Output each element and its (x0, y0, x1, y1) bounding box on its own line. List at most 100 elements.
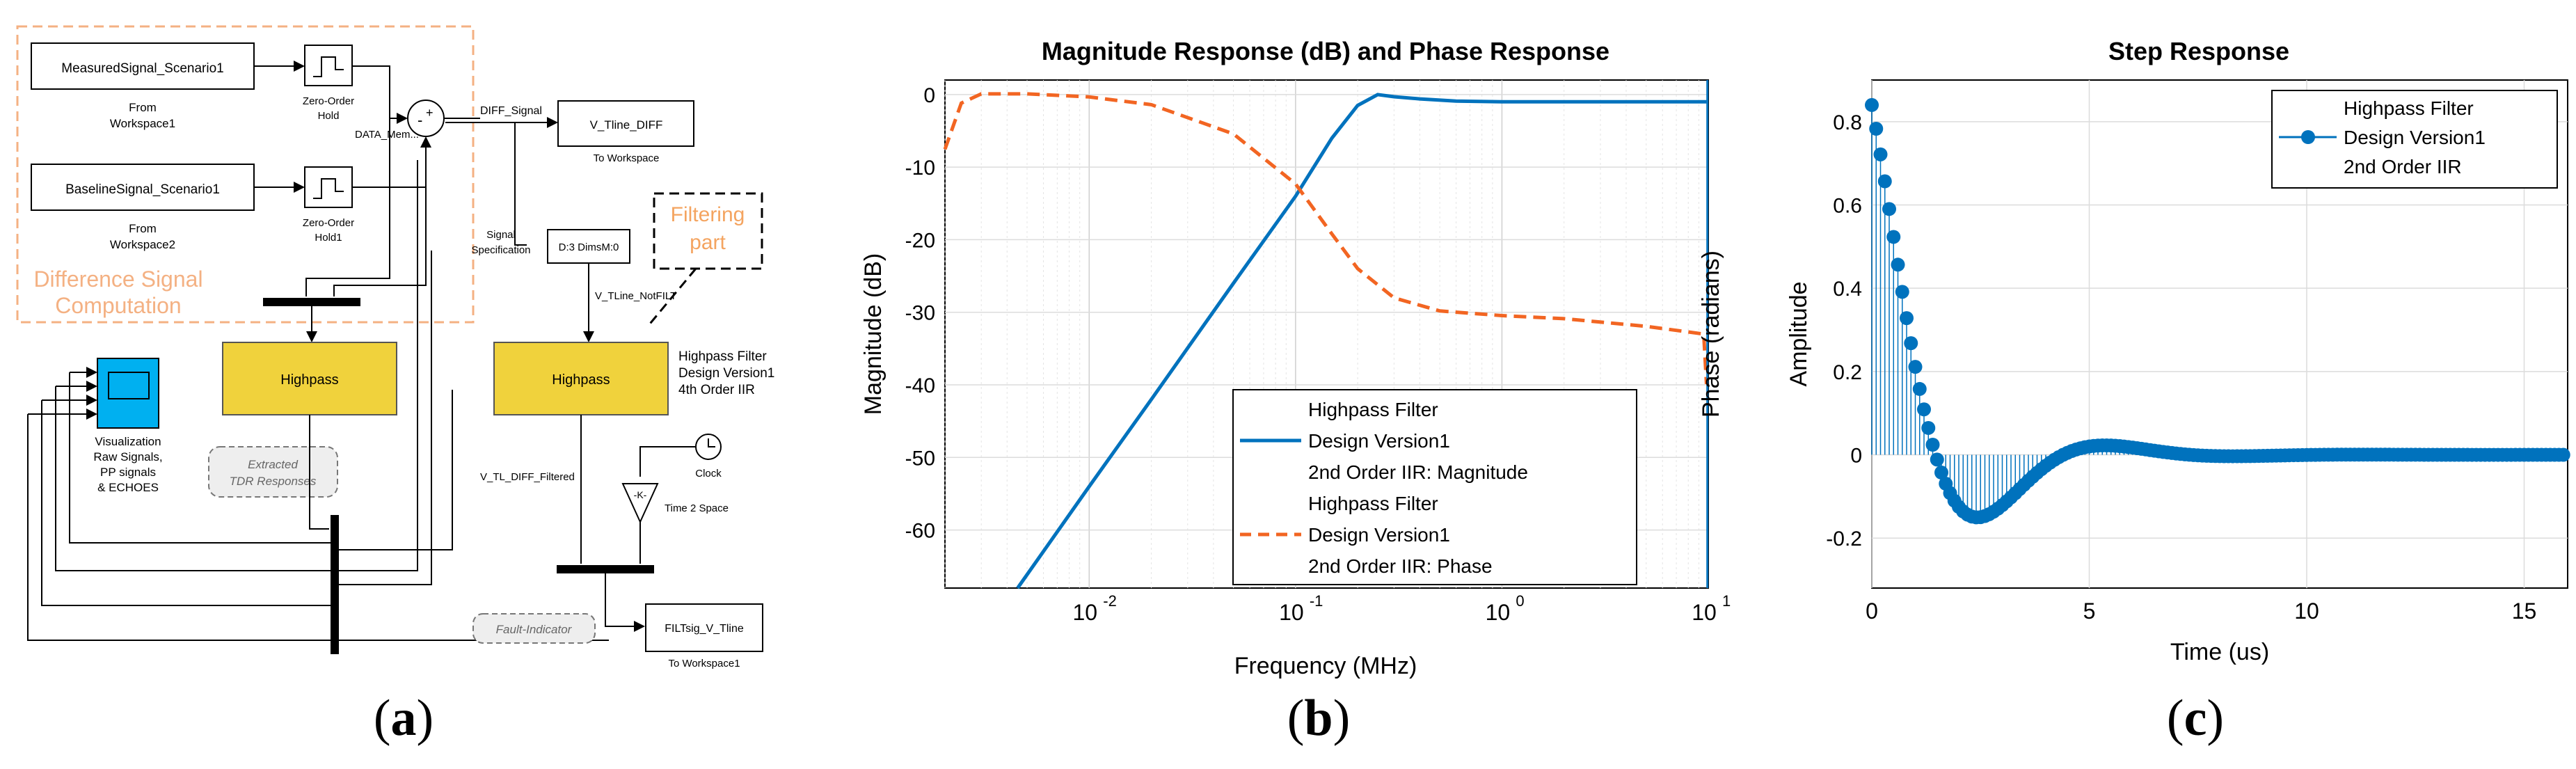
vtl-filtered-label: V_TL_DIFF_Filtered (480, 471, 575, 483)
chart-c-ytick-label: 0.8 (1833, 111, 1862, 134)
gain-block[interactable] (621, 483, 659, 524)
legend-b-4: Highpass Filter (1308, 493, 1438, 514)
difference-region (16, 25, 475, 324)
to-ws-diff-block[interactable] (557, 100, 694, 147)
mux2[interactable] (331, 515, 339, 579)
step-marker (1895, 285, 1909, 299)
source1-label-1: From (129, 101, 157, 114)
source2-label-1: From (129, 222, 157, 235)
source2-text: BaselineSignal_Scenario1 (65, 182, 220, 197)
time2space-label: Time 2 Space (665, 502, 729, 514)
step-marker (1869, 122, 1884, 136)
step-marker (1925, 437, 1940, 452)
source1-label-2: Workspace1 (110, 117, 175, 130)
chart-b-xtick-label: 10 (1279, 600, 1304, 625)
diff-signal-label: DIFF_Signal (480, 105, 542, 117)
source2-label-2: Workspace2 (110, 238, 175, 251)
highpass2-block[interactable] (493, 342, 669, 415)
mux4[interactable] (557, 565, 654, 573)
magnitude-series-line (1016, 93, 1707, 589)
zoh2-label-2: Hold1 (315, 232, 342, 244)
mux3[interactable] (331, 571, 339, 654)
zoh2-label-1: Zero-Order (303, 217, 354, 229)
extracted-label-2: TDR Responses (230, 475, 317, 488)
panel-b-magnitude-phase: Magnitude Response (dB) and Phase Respon… (856, 0, 1811, 682)
fault-label: Fault-Indicator (496, 623, 573, 636)
step-marker (1865, 97, 1879, 112)
chart-c-ytick-label: 0.2 (1833, 361, 1862, 384)
legend-b-3: 2nd Order IIR: Magnitude (1308, 461, 1528, 483)
step-marker (1908, 360, 1923, 374)
chart-b-ylabel: Magnitude (dB) (860, 253, 887, 415)
chart-b-ytick-label: -50 (905, 447, 935, 470)
signal-spec-label-2: Specification (471, 244, 530, 256)
viz-label-2: Raw Signals, (93, 450, 162, 463)
chart-c-xtick-label: 10 (2294, 598, 2319, 624)
chart-b-ytick-label: -10 (905, 157, 935, 180)
diff-region-label-1: Difference Signal (33, 267, 202, 292)
chart-b-ytick-label: -60 (905, 520, 935, 543)
scope-screen-icon (108, 372, 150, 399)
chart-c-legend: Highpass Filter Design Version1 2nd Orde… (2271, 90, 2558, 189)
chart-b-ylabel-right: Phase (radians) (1698, 251, 1724, 418)
phase-series-line (943, 92, 1708, 385)
chart-b-xtick-exponent: 1 (1722, 592, 1731, 610)
hp-note-3: 4th Order IIR (678, 383, 755, 397)
gain-label: -K- (634, 489, 647, 500)
chart-b-xtick-exponent: -2 (1103, 592, 1117, 610)
legend-c-3: 2nd Order IIR (2344, 156, 2462, 177)
legend-b-1: Highpass Filter (1308, 399, 1438, 420)
to-ws-diff-label: To Workspace (594, 152, 660, 164)
viz-label-4: & ECHOES (97, 481, 159, 494)
viz-label-3: PP signals (100, 466, 156, 479)
legend-b-2: Design Version1 (1308, 430, 1450, 452)
clock-icon (708, 438, 715, 447)
zoh2-icon (313, 178, 344, 199)
chart-b-ytick-label: 0 (923, 84, 935, 107)
highpass1-block[interactable] (222, 342, 397, 415)
chart-c-xtick-label: 15 (2512, 598, 2537, 624)
highpass2-text: Highpass (552, 372, 610, 388)
vtline-notfilt-label: V_TLine_NotFILT (595, 290, 676, 302)
to-ws1-block[interactable] (645, 603, 763, 652)
to-ws1-text: FILTsig_V_Tline (665, 623, 744, 635)
to-ws1-label: To Workspace1 (668, 658, 740, 669)
chart-c-title: Step Response (2108, 37, 2289, 65)
caption-b: (b) (1287, 690, 1351, 747)
source1-block[interactable] (31, 42, 255, 90)
step-marker (1930, 452, 1944, 467)
zoh1-block[interactable] (304, 45, 353, 86)
sum-minus: - (418, 111, 422, 129)
magnitude-phase-chart: Magnitude Response (dB) and Phase Respon… (860, 37, 1811, 679)
filtering-part-box (653, 192, 763, 270)
signal-spec-block[interactable] (547, 229, 630, 264)
extracted-tdr-block (208, 446, 338, 498)
legend-c-2: Design Version1 (2344, 127, 2486, 148)
chart-c-ytick-label: 0 (1850, 445, 1862, 468)
data-mem-label: DATA_Mem... (355, 129, 419, 141)
legend-b-5: Design Version1 (1308, 524, 1450, 546)
mux1[interactable] (263, 298, 360, 306)
chart-c-ytick-label: 0.4 (1833, 278, 1862, 301)
chart-b-xtick-exponent: 0 (1516, 592, 1524, 610)
step-marker (2556, 447, 2570, 462)
chart-c-xtick-label: 0 (1866, 598, 1878, 624)
diff-region-label-2: Computation (55, 293, 181, 318)
panel-c-step-response: Step Response -0.2 0 0.2 0.4 0.6 0.8 0 5 10 15 Ti… (1781, 0, 2576, 682)
chart-b-xlabel: Frequency (MHz) (1234, 653, 1417, 679)
step-response-chart: Step Response -0.2 0 0.2 0.4 0.6 0.8 0 5 10 15 Ti… (1786, 37, 2570, 665)
chart-b-xtick-exponent: -1 (1310, 592, 1323, 610)
legend-c-1: Highpass Filter (2344, 97, 2474, 119)
step-marker (1877, 174, 1892, 189)
clock-label: Clock (695, 468, 722, 479)
zoh2-block[interactable] (304, 166, 353, 208)
source2-block[interactable] (31, 164, 255, 211)
chart-b-xtick-label: 10 (1486, 600, 1511, 625)
chart-b-xtick-label: 10 (1692, 600, 1717, 625)
hp-note-2: Design Version1 (678, 366, 774, 381)
extracted-label-1: Extracted (248, 458, 298, 471)
chart-b-xtick-label: 10 (1072, 600, 1097, 625)
step-marker (1912, 381, 1927, 396)
panel-a-block-diagram: MeasuredSignal_Scenario1 From Workspace1… (0, 0, 835, 682)
fault-indicator-block (472, 613, 596, 644)
